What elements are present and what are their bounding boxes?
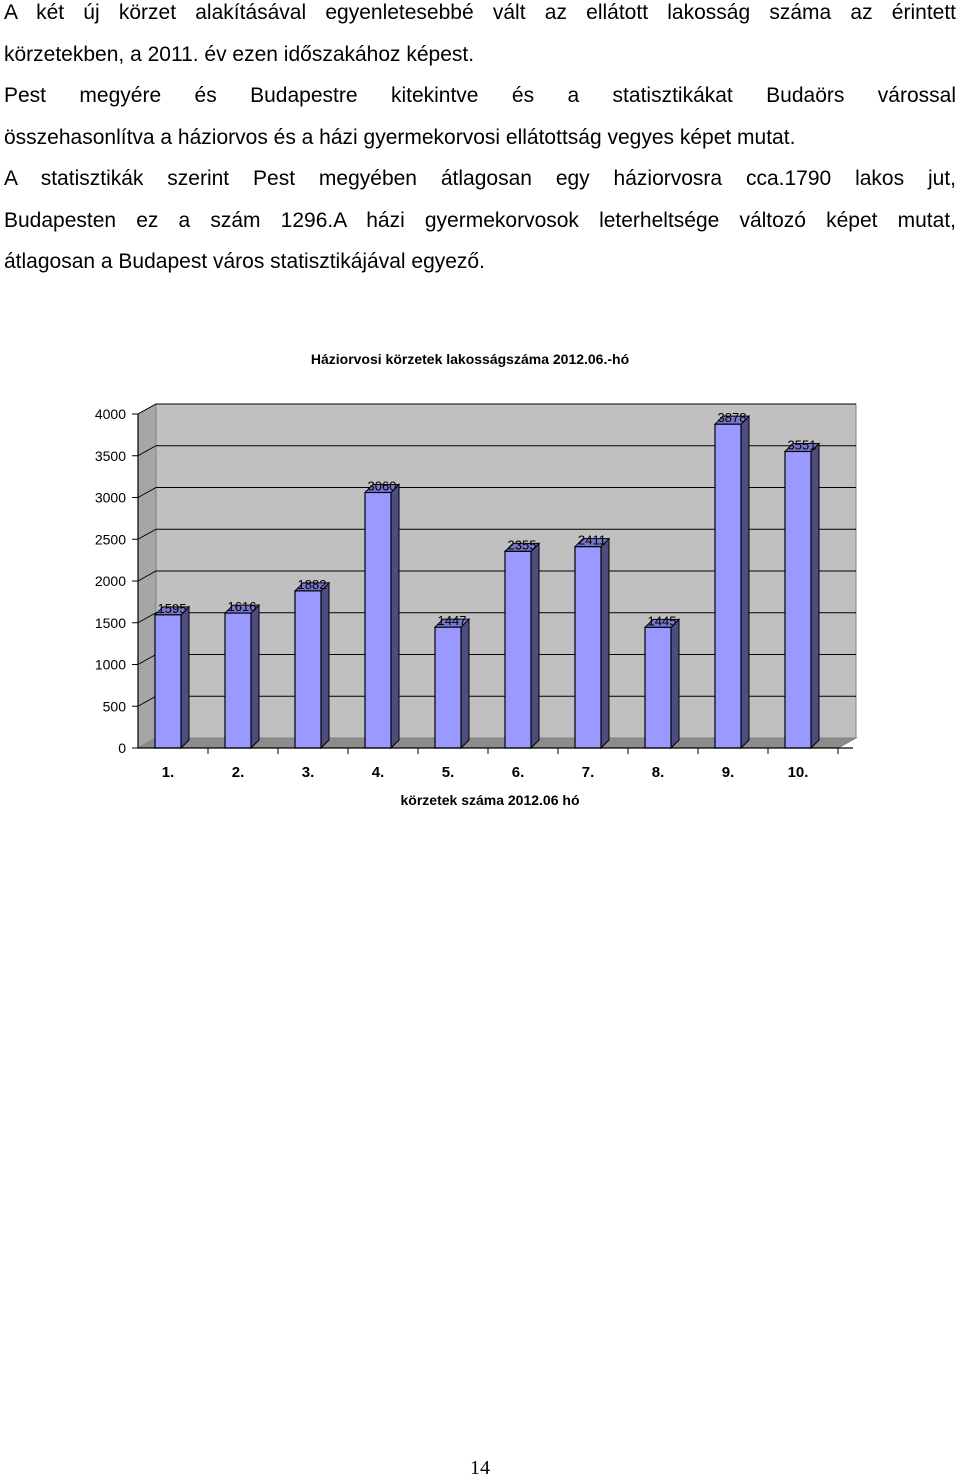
data-label: 1616	[228, 599, 257, 614]
text-line: Budapesten ez a szám 1296.A házi gyermek…	[4, 208, 956, 232]
bar	[224, 612, 252, 749]
y-tick-label: 3000	[95, 490, 126, 506]
data-label: 1447	[438, 613, 467, 628]
text-line: A statisztikák szerint Pest megyében átl…	[4, 167, 956, 190]
x-tick-label: 1.	[162, 764, 175, 781]
text-line: körzetekben, a 2011. év ezen időszakához…	[4, 42, 475, 66]
gridline	[137, 445, 856, 457]
bar	[504, 550, 532, 749]
y-tick-label: 2000	[95, 573, 126, 589]
data-label: 1445	[648, 613, 677, 628]
bar-side	[180, 605, 190, 750]
y-axis: 0 500 1000 1500 2000 2500 3000 3500 4000	[95, 406, 139, 756]
y-tick-label: 1000	[95, 657, 126, 673]
text-line: átlagosan a Budapest város statisztikájá…	[4, 250, 485, 273]
data-label: 1595	[158, 601, 187, 616]
bar-side	[670, 618, 680, 750]
text-line: Pest megyére és Budapestre kitekintve és…	[4, 84, 956, 107]
chart-data-labels: 1595 1616 1882 3060 1447 2355 2411 1445 3878 3551	[158, 410, 817, 628]
bar-side	[530, 542, 540, 750]
bar	[714, 423, 742, 749]
chart-svg: Háziorvosi körzetek lakosságszáma 2012.0…	[95, 351, 858, 808]
bar	[364, 491, 392, 749]
x-tick-label: 6.	[512, 764, 525, 781]
gridline	[137, 612, 856, 624]
gridline	[137, 487, 856, 498]
bar	[644, 626, 672, 749]
bar	[434, 626, 462, 749]
y-tick-label: 2500	[95, 531, 126, 547]
chart-bars	[153, 414, 821, 750]
gridline	[137, 528, 856, 540]
bar-side	[810, 442, 820, 750]
y-tick-label: 3500	[95, 448, 126, 464]
bar-side	[320, 581, 330, 750]
chart-title: Háziorvosi körzetek lakosságszáma 2012.0…	[311, 351, 629, 367]
x-tick-label: 2.	[232, 764, 245, 781]
data-label: 3551	[788, 437, 817, 452]
data-label: 2355	[508, 537, 537, 552]
gridline	[137, 570, 856, 582]
data-label: 3878	[718, 410, 747, 425]
y-tick-label: 0	[118, 740, 126, 756]
x-tick-label: 8.	[652, 764, 665, 781]
y-tick-label: 4000	[95, 406, 126, 422]
x-tick-label: 10.	[788, 764, 809, 781]
text-line: A két új körzet alakításával egyenletese…	[4, 1, 956, 24]
x-tick-label: 5.	[442, 764, 455, 781]
bar	[574, 546, 602, 749]
x-tick-label: 4.	[372, 764, 385, 781]
data-label: 2411	[578, 533, 606, 548]
bar-side	[390, 483, 400, 750]
x-axis-title: körzetek száma 2012.06 hó	[401, 792, 580, 808]
y-tick-label: 500	[103, 698, 127, 714]
data-label: 1882	[298, 577, 327, 592]
x-tick-label: 9.	[722, 764, 735, 781]
bar	[294, 590, 322, 749]
x-tick-label: 7.	[582, 764, 595, 781]
text-line: összehasonlítva a háziorvos és a házi gy…	[4, 125, 796, 149]
bar	[784, 450, 812, 749]
bar-side	[740, 414, 750, 750]
page-number: 14	[470, 1457, 490, 1479]
bar-side	[600, 537, 610, 750]
bar-side	[250, 603, 260, 750]
y-tick-label: 1500	[95, 615, 126, 631]
data-label: 3060	[368, 478, 397, 493]
x-tick-label: 3.	[302, 764, 315, 781]
bar-side	[460, 617, 470, 750]
bar	[154, 614, 182, 749]
x-axis: 1. 2. 3. 4. 5. 6. 7. 8. 9. 10.	[138, 747, 853, 781]
bar-chart: Háziorvosi körzetek lakosságszáma 2012.0…	[0, 330, 960, 830]
gridline	[137, 403, 856, 415]
body-paragraph: A két új körzet alakításával egyenletese…	[4, 0, 956, 283]
